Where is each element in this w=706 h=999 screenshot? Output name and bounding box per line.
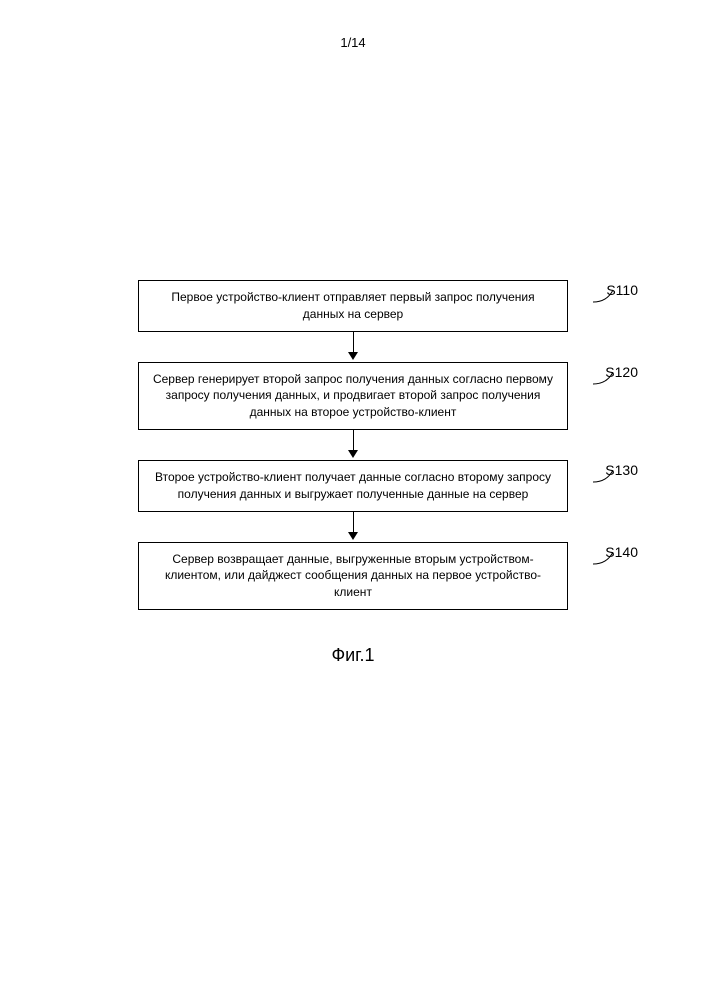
node-text: Первое устройство-клиент отправляет перв… <box>138 280 568 332</box>
page-number: 1/14 <box>0 0 706 50</box>
node-label: S130 <box>605 462 638 478</box>
flowchart-container: Первое устройство-клиент отправляет перв… <box>113 280 593 666</box>
node-text: Сервер возвращает данные, выгруженные вт… <box>138 542 568 610</box>
node-text: Сервер генерирует второй запрос получени… <box>138 362 568 430</box>
node-text: Второе устройство-клиент получает данные… <box>138 460 568 512</box>
node-label: S140 <box>605 544 638 560</box>
figure-caption: Фиг.1 <box>113 645 593 666</box>
flowchart-node: Второе устройство-клиент получает данные… <box>113 460 593 512</box>
flowchart-arrow <box>113 332 593 362</box>
node-label: S110 <box>606 282 638 298</box>
flowchart-node: Первое устройство-клиент отправляет перв… <box>113 280 593 332</box>
flowchart-node: Сервер возвращает данные, выгруженные вт… <box>113 542 593 610</box>
flowchart-node: Сервер генерирует второй запрос получени… <box>113 362 593 430</box>
flowchart-arrow <box>113 430 593 460</box>
node-label: S120 <box>605 364 638 380</box>
flowchart-arrow <box>113 512 593 542</box>
